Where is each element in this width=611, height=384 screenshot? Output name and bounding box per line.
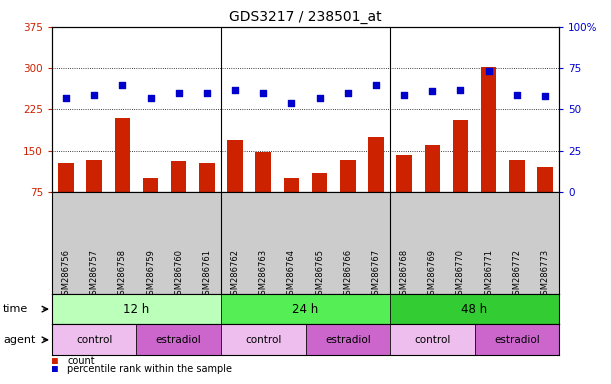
Bar bbox=[58, 163, 74, 233]
Bar bbox=[115, 118, 130, 233]
Text: 12 h: 12 h bbox=[123, 303, 150, 316]
Bar bbox=[475, 324, 559, 355]
Bar bbox=[199, 163, 214, 233]
Point bbox=[512, 91, 522, 98]
Text: estradiol: estradiol bbox=[494, 335, 540, 345]
Point bbox=[230, 86, 240, 93]
Point bbox=[287, 100, 296, 106]
Bar bbox=[537, 167, 553, 233]
Text: ■: ■ bbox=[52, 356, 58, 366]
Point bbox=[456, 86, 466, 93]
Point bbox=[89, 91, 99, 98]
Bar bbox=[86, 160, 102, 233]
Bar bbox=[481, 67, 496, 233]
Text: count: count bbox=[67, 356, 95, 366]
Point bbox=[258, 90, 268, 96]
Bar bbox=[52, 294, 221, 324]
Bar bbox=[390, 294, 559, 324]
Point bbox=[343, 90, 353, 96]
Point bbox=[540, 93, 550, 99]
Text: estradiol: estradiol bbox=[156, 335, 202, 345]
Bar bbox=[227, 140, 243, 233]
Bar bbox=[171, 161, 186, 233]
Bar bbox=[221, 294, 390, 324]
Point bbox=[484, 68, 494, 74]
Text: 24 h: 24 h bbox=[293, 303, 318, 316]
Text: agent: agent bbox=[3, 335, 35, 345]
Text: ■: ■ bbox=[52, 364, 58, 374]
Point bbox=[315, 95, 324, 101]
Bar bbox=[425, 145, 440, 233]
Bar bbox=[390, 324, 475, 355]
Text: control: control bbox=[245, 335, 282, 345]
Text: control: control bbox=[76, 335, 112, 345]
Point bbox=[174, 90, 184, 96]
Text: 48 h: 48 h bbox=[461, 303, 488, 316]
Bar bbox=[312, 173, 327, 233]
Text: percentile rank within the sample: percentile rank within the sample bbox=[67, 364, 232, 374]
Point bbox=[371, 82, 381, 88]
Text: GDS3217 / 238501_at: GDS3217 / 238501_at bbox=[229, 10, 382, 23]
Point bbox=[145, 95, 155, 101]
Text: control: control bbox=[414, 335, 450, 345]
Text: time: time bbox=[3, 304, 28, 314]
Point bbox=[61, 95, 71, 101]
Bar bbox=[52, 324, 136, 355]
Point bbox=[202, 90, 212, 96]
Bar bbox=[284, 178, 299, 233]
Bar bbox=[397, 155, 412, 233]
Bar bbox=[453, 121, 468, 233]
Bar bbox=[340, 160, 356, 233]
Bar bbox=[509, 160, 525, 233]
Point bbox=[428, 88, 437, 94]
Bar bbox=[368, 137, 384, 233]
Point bbox=[399, 91, 409, 98]
Bar bbox=[221, 324, 306, 355]
Bar bbox=[255, 152, 271, 233]
Bar bbox=[306, 324, 390, 355]
Point bbox=[117, 82, 127, 88]
Text: estradiol: estradiol bbox=[325, 335, 371, 345]
Bar bbox=[143, 178, 158, 233]
Bar bbox=[136, 324, 221, 355]
